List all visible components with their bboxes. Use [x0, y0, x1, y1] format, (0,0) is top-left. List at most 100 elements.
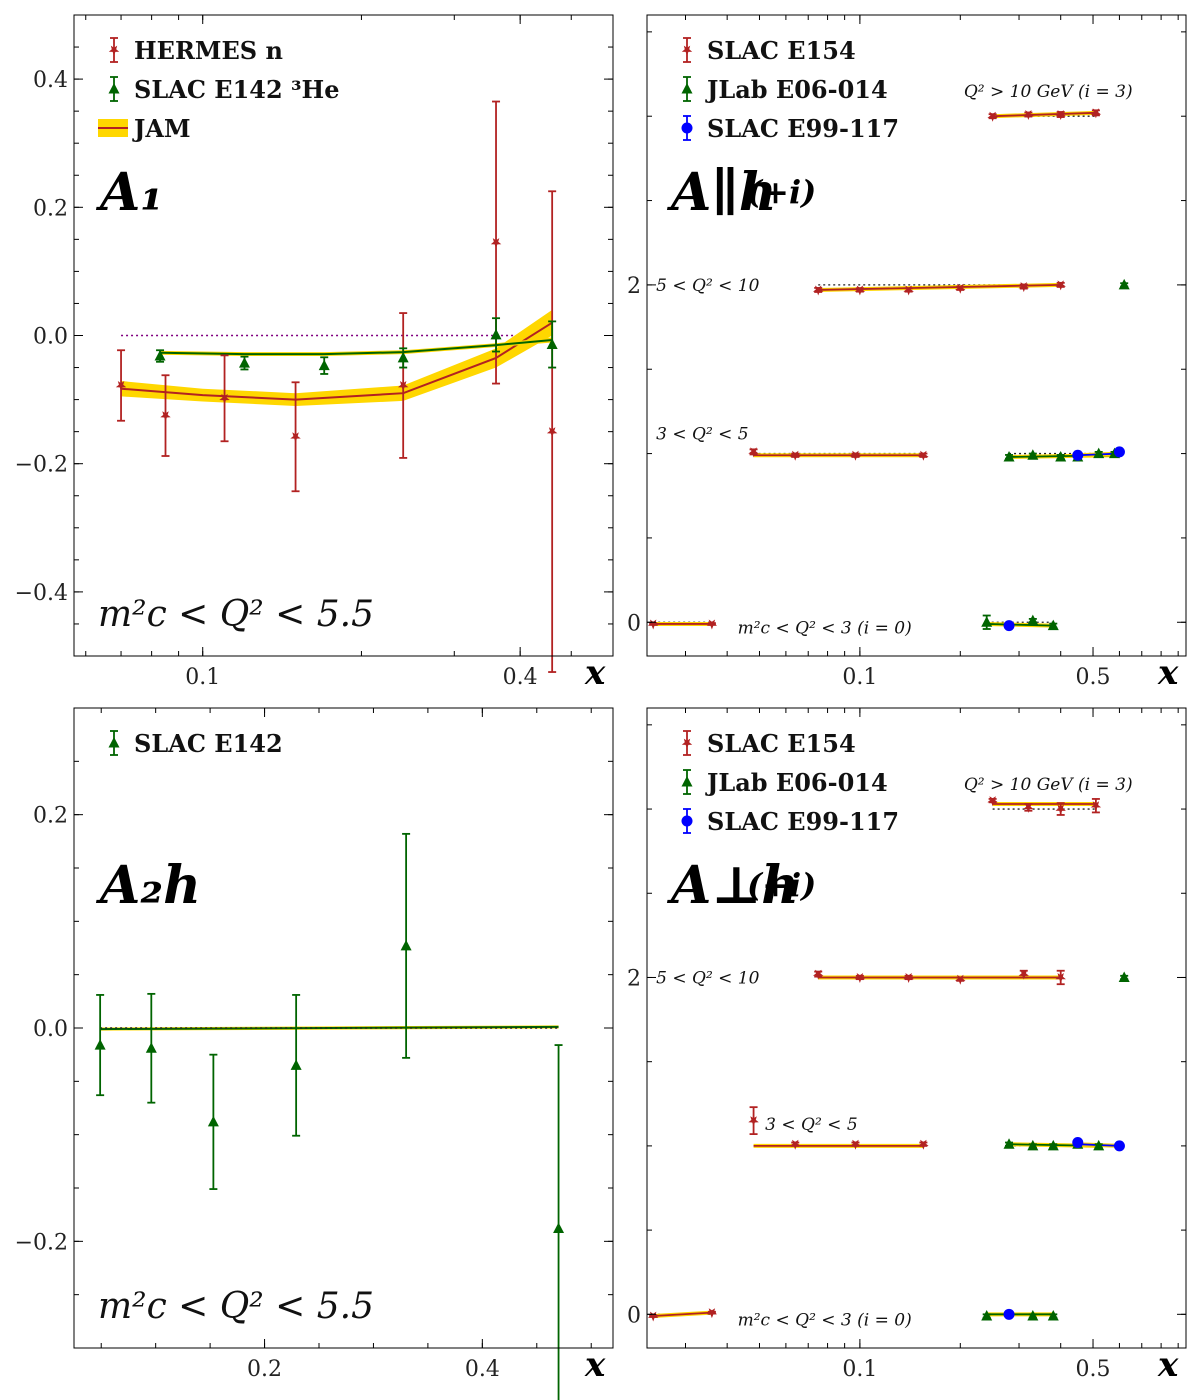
data-point: [647, 619, 659, 630]
data-point: [1047, 1310, 1059, 1321]
legend-label: JAM: [132, 114, 191, 143]
data-point: [94, 1039, 106, 1050]
range-annotation: 3 < Q² < 5: [765, 1115, 858, 1135]
legend: HERMES n SLAC E142 ³He JAM: [98, 36, 340, 143]
x-tick-label: 0.5: [1076, 1357, 1111, 1382]
data-point: [1072, 1137, 1084, 1149]
data-point: [546, 338, 558, 349]
x-axis-label: x: [584, 1345, 606, 1385]
y-tick-label: 0.2: [33, 196, 68, 221]
data-point: [1055, 450, 1067, 462]
y-tick-label: −0.2: [15, 453, 68, 478]
panel-title-suffix: (+i): [747, 173, 816, 211]
data-point: [1093, 1139, 1105, 1151]
data-point: [1027, 1139, 1039, 1151]
theory-line: [992, 111, 1096, 118]
data-point: [790, 450, 801, 461]
data-point: [154, 350, 166, 361]
legend: SLAC E154 JLab E06-014 SLAC E99-117: [681, 36, 899, 143]
legend: SLAC E142: [108, 729, 283, 758]
y-tick-label: −0.4: [15, 581, 68, 606]
data-point: [490, 238, 502, 249]
data-point: [400, 939, 412, 951]
y-tick-label: 2: [627, 274, 641, 299]
data-point: [490, 328, 502, 340]
jam-line: [160, 338, 553, 356]
theory-line: [986, 623, 1054, 627]
data-point: [1018, 282, 1029, 293]
range-annotation: 5 < Q² < 10: [656, 968, 759, 988]
data-point: [1023, 110, 1034, 120]
y-tick-label: 0.0: [33, 325, 68, 350]
range-annotation: Q² > 10 GeV (i = 3): [964, 775, 1133, 795]
data-point: [850, 450, 861, 461]
panel-title: A⊥h: [666, 855, 799, 916]
data-point: [1118, 278, 1130, 290]
q2-range-label: m²c < Q² < 5.5: [98, 1286, 374, 1327]
panel-a-perp: Q² > 10 GeV (i = 3) 5 < Q² < 10 3 < Q² < 5…: [647, 775, 1133, 1330]
data-point: [955, 283, 966, 294]
data-point: [160, 411, 171, 422]
legend-label: HERMES n: [134, 36, 283, 65]
data-point: [1118, 971, 1130, 982]
panel-a-parallel: Q² > 10 GeV (i = 3) 5 < Q² < 10 3 < Q² < 5…: [647, 82, 1133, 638]
x-tick-label: 0.1: [842, 1357, 877, 1382]
x-tick-label: 0.5: [1076, 665, 1111, 690]
panel-title: A∥h: [666, 162, 777, 223]
plot-frame: [646, 14, 1187, 657]
y-tick-label: −0.2: [15, 1230, 68, 1255]
y-tick-label: 0.0: [33, 1017, 68, 1042]
legend-marker: [108, 737, 120, 748]
data-point: [1055, 804, 1066, 815]
range-annotation: 5 < Q² < 10: [656, 276, 759, 296]
data-point: [1055, 110, 1066, 120]
data-point: [1003, 450, 1015, 462]
data-point: [219, 393, 230, 404]
data-point: [748, 1116, 759, 1127]
y-tick-label: 0: [627, 1303, 641, 1328]
q2-range-label: m²c < Q² < 5.5: [98, 594, 374, 635]
data-point: [647, 1311, 659, 1322]
data-point: [854, 285, 866, 296]
data-point: [1072, 449, 1084, 461]
range-annotation: m²c < Q² < 3 (i = 0): [738, 618, 912, 638]
legend-label: SLAC E154: [707, 36, 856, 65]
data-point: [1027, 1310, 1039, 1321]
data-point: [318, 359, 330, 371]
legend-label: SLAC E142 ³He: [134, 75, 340, 104]
data-point: [987, 111, 998, 122]
jam-band: [121, 309, 553, 407]
data-point: [1093, 447, 1105, 459]
legend-label: SLAC E154: [707, 729, 856, 758]
panel-title-suffix: (+i): [747, 866, 816, 904]
x-tick-label: 0.2: [247, 1357, 282, 1382]
data-point: [854, 973, 866, 983]
data-point: [207, 1115, 219, 1127]
axes: 0 2 0.1 0.5 x: [627, 707, 1187, 1385]
data-point: [1027, 614, 1039, 626]
legend: SLAC E154 JLab E06-014 SLAC E99-117: [681, 729, 899, 836]
data-point: [850, 1139, 861, 1150]
data-point: [290, 1059, 302, 1070]
data-point: [1003, 1138, 1015, 1149]
legend-label: JLab E06-014: [705, 75, 888, 104]
range-annotation: 3 < Q² < 5: [656, 424, 749, 444]
data-point: [290, 432, 301, 443]
axes: 0 2 0.1 0.5 x: [627, 14, 1187, 693]
data-point: [1047, 1139, 1059, 1151]
data-point: [1113, 446, 1125, 458]
data-point: [955, 974, 966, 985]
theory-line: [653, 1311, 712, 1317]
panel-title: A₂h: [95, 855, 201, 916]
data-point: [398, 381, 409, 391]
data-point: [1027, 449, 1039, 460]
data-point: [238, 357, 250, 368]
data-point: [706, 619, 718, 630]
legend-marker: [681, 83, 693, 94]
data-point: [790, 1139, 801, 1150]
axes: −0.2 0.0 0.2 0.2 0.4 x: [15, 707, 614, 1385]
data-point: [546, 427, 558, 438]
x-axis-label: x: [1157, 653, 1179, 693]
data-point: [918, 450, 929, 461]
